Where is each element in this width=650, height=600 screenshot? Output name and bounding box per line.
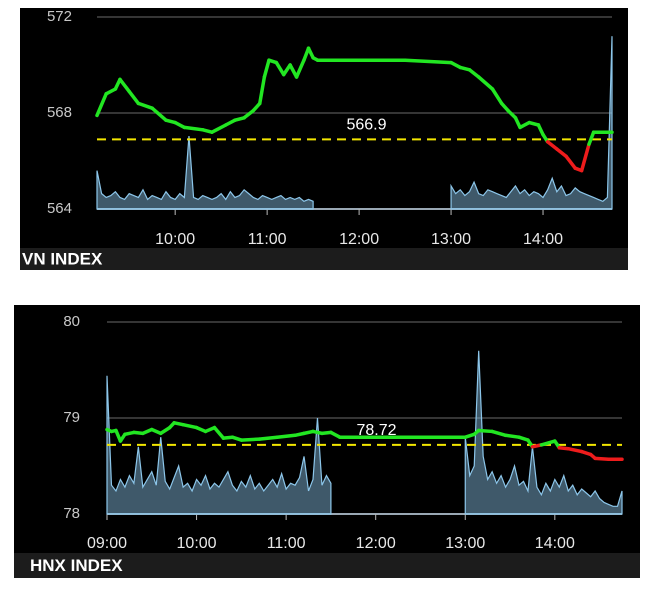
- y-tick-label: 78: [63, 505, 80, 522]
- index-line: [490, 87, 504, 106]
- reference-label: 78.72: [356, 422, 396, 439]
- index-line: [127, 89, 141, 106]
- x-tick-label: 10:00: [155, 231, 195, 248]
- index-line: [579, 142, 591, 173]
- x-tick-label: 14:00: [523, 231, 563, 248]
- index-line: [593, 456, 611, 462]
- index-line: [118, 77, 131, 94]
- index-line: [587, 130, 596, 146]
- index-line: [306, 46, 315, 60]
- index-line: [490, 429, 508, 438]
- x-tick-label: 10:00: [177, 535, 217, 552]
- chart-title: HNX INDEX: [30, 556, 123, 575]
- index-line: [158, 425, 172, 436]
- x-tick-label: 11:00: [267, 535, 306, 552]
- index-line: [182, 125, 205, 132]
- index-line: [467, 68, 481, 79]
- index-line: [294, 58, 306, 79]
- index-line: [545, 140, 559, 151]
- index-line: [288, 63, 299, 79]
- index-line: [262, 58, 271, 79]
- index-line: [212, 425, 226, 440]
- index-line: [95, 92, 108, 118]
- x-tick-label: 11:00: [248, 231, 287, 248]
- chart-panel: [14, 305, 640, 578]
- chart-title: VN INDEX: [22, 249, 103, 268]
- y-tick-label: 568: [47, 104, 72, 121]
- index-line: [274, 60, 286, 77]
- index-line: [503, 433, 521, 439]
- volume-area: [96, 36, 613, 210]
- index-line: [181, 422, 199, 430]
- index-line: [257, 435, 279, 441]
- index-line: [150, 106, 168, 122]
- index-line: [242, 108, 256, 120]
- volume-area: [106, 350, 623, 515]
- title-bar: [14, 553, 640, 578]
- x-tick-label: 14:00: [535, 535, 575, 552]
- index-line: [476, 428, 494, 434]
- y-tick-label: 572: [47, 8, 72, 25]
- x-tick-label: 09:00: [87, 535, 127, 552]
- x-tick-label: 12:00: [356, 535, 396, 552]
- index-line: [513, 116, 522, 130]
- index-line: [275, 433, 297, 439]
- x-tick-label: 12:00: [339, 231, 379, 248]
- index-line: [239, 437, 262, 442]
- index-line: [403, 58, 453, 65]
- reference-label: 566.9: [346, 117, 386, 134]
- y-tick-label: 80: [63, 313, 80, 330]
- x-tick-label: 13:00: [445, 535, 485, 552]
- index-line: [555, 147, 568, 158]
- index-line: [536, 123, 545, 137]
- title-bar: [20, 248, 628, 270]
- index-line: [210, 123, 228, 134]
- index-line: [136, 101, 154, 110]
- y-tick-label: 564: [47, 200, 72, 217]
- index-line: [539, 439, 557, 447]
- y-tick-label: 79: [63, 409, 80, 426]
- index-line: [566, 446, 584, 454]
- index-line: [258, 75, 267, 106]
- index-line: [476, 75, 495, 91]
- index-line: [564, 154, 577, 170]
- x-tick-label: 13:00: [431, 231, 471, 248]
